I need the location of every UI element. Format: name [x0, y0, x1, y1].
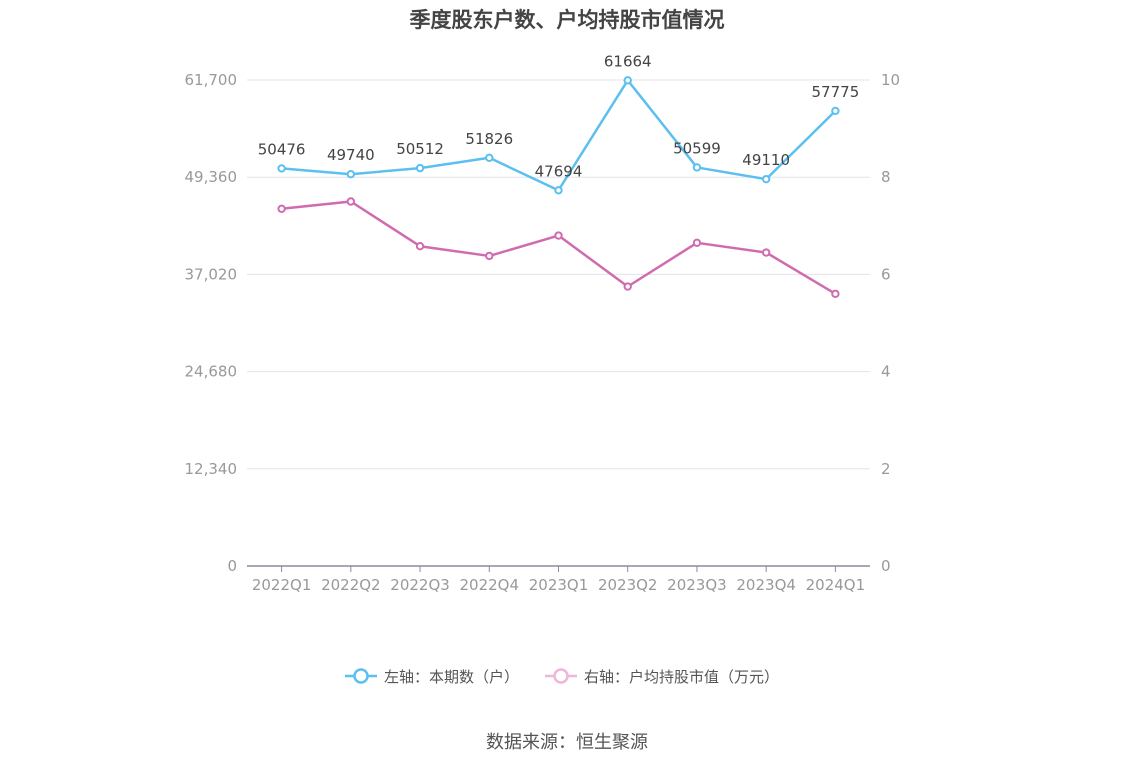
- data-label: 51826: [465, 130, 513, 148]
- data-point: [485, 153, 494, 162]
- data-point: [831, 106, 840, 116]
- data-point: [346, 170, 356, 179]
- x-axis-tick-label: 2022Q4: [460, 576, 520, 594]
- left-axis-tick-label: 24,680: [185, 363, 238, 381]
- left-axis-tick-label: 37,020: [185, 265, 238, 283]
- x-axis-tick-label: 2023Q4: [736, 576, 796, 594]
- data-point: [554, 186, 563, 195]
- left-axis-tick-label: 0: [227, 557, 237, 575]
- data-label: 61664: [604, 52, 652, 70]
- left-axis-tick-label: 12,340: [185, 460, 238, 478]
- data-label: 49110: [742, 151, 790, 169]
- data-label: 57775: [812, 83, 860, 101]
- data-point: [623, 282, 632, 291]
- x-axis-tick-label: 2022Q1: [252, 576, 312, 594]
- data-point: [554, 231, 563, 240]
- right-axis-tick-label: 2: [881, 460, 891, 478]
- x-axis-tick-label: 2023Q1: [529, 576, 589, 594]
- data-label: 50476: [258, 140, 306, 158]
- data-point: [623, 76, 632, 85]
- data-point: [277, 164, 286, 173]
- data-point: [346, 197, 356, 206]
- data-point: [761, 248, 771, 257]
- right-axis-tick-label: 8: [881, 168, 891, 186]
- data-label: 47694: [535, 162, 583, 180]
- x-axis-tick-label: 2022Q3: [390, 576, 450, 594]
- legend-label: 左轴：本期数（户）: [384, 668, 519, 686]
- x-axis-tick-label: 2022Q2: [321, 576, 381, 594]
- right-axis-tick-label: 10: [881, 71, 900, 89]
- data-point: [415, 242, 425, 251]
- x-axis-tick-label: 2024Q1: [806, 576, 866, 594]
- left-axis-tick-label: 49,360: [185, 168, 238, 186]
- right-axis-tick-label: 6: [881, 265, 891, 283]
- left-axis-tick-label: 61,700: [185, 71, 238, 89]
- data-point: [692, 163, 702, 172]
- data-point: [831, 289, 840, 299]
- x-axis-tick-label: 2023Q3: [667, 576, 727, 594]
- chart-title: 季度股东户数、户均持股市值情况: [409, 8, 725, 32]
- data-point: [277, 204, 286, 213]
- legend-label: 右轴：户均持股市值（万元）: [584, 668, 779, 686]
- legend-marker-icon: [553, 668, 569, 684]
- data-source: 数据来源：恒生聚源: [486, 732, 648, 753]
- data-label: 50512: [396, 140, 444, 158]
- data-label: 50599: [673, 139, 721, 157]
- x-axis-tick-label: 2023Q2: [598, 576, 658, 594]
- data-point: [761, 174, 771, 184]
- right-axis-tick-label: 0: [881, 557, 891, 575]
- data-point: [692, 238, 702, 248]
- legend-marker-icon: [353, 668, 369, 684]
- data-point: [485, 251, 494, 261]
- data-label: 49740: [327, 146, 375, 164]
- series-line-2: [281, 200, 837, 295]
- data-point: [415, 163, 425, 173]
- right-axis-tick-label: 4: [881, 363, 891, 381]
